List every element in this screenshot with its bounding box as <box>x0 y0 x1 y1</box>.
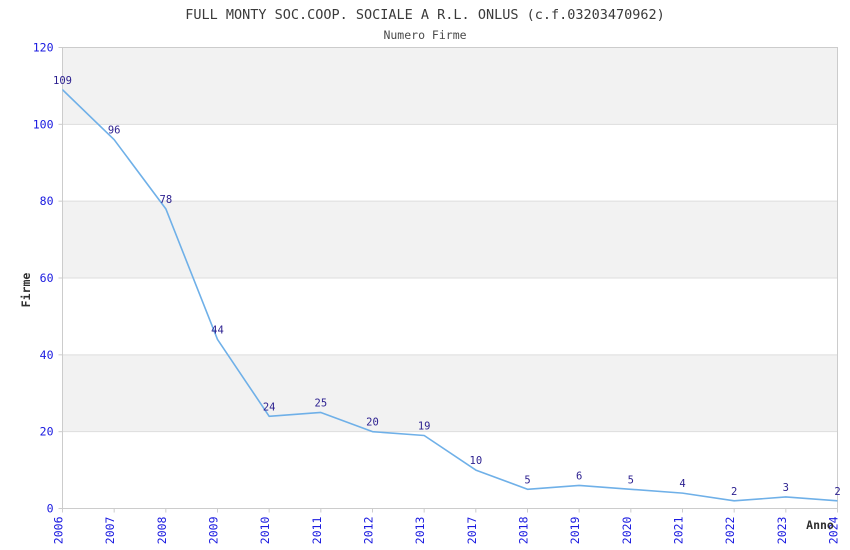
x-axis-tick-label: 2017 <box>465 516 479 544</box>
x-axis-tick-label: 2018 <box>517 516 531 544</box>
x-axis-tick-label: 2011 <box>310 516 324 544</box>
x-axis-ticks: 2006 2007 2008 2009 2010 2011 2012 2013 2017 2018… <box>52 508 841 545</box>
data-point-label: 10 <box>470 455 483 467</box>
plot-band <box>62 354 838 432</box>
y-axis-tick-label: 0 <box>47 502 54 516</box>
data-point-label: 25 <box>315 397 328 409</box>
data-point-labels: 109 96 78 44 24 25 20 19 10 5 6 5 4 2 3 2 <box>53 75 841 498</box>
x-axis-tick-label: 2010 <box>258 516 272 544</box>
series-line-numero-firme <box>62 88 838 502</box>
chart-title: FULL MONTY SOC.COOP. SOCIALE A R.L. ONLU… <box>185 7 665 23</box>
data-point-label: 24 <box>263 401 276 413</box>
y-axis-tick-label: 120 <box>33 41 54 55</box>
data-point-label: 109 <box>53 75 72 87</box>
x-axis-tick-label: 2012 <box>362 517 376 545</box>
y-axis-tick-label: 20 <box>40 425 54 439</box>
plot-band <box>62 47 838 125</box>
x-axis-tick-label: 2023 <box>775 516 789 544</box>
data-point-label: 5 <box>628 474 634 486</box>
plot-bands <box>62 47 838 432</box>
x-axis-tick-label: 2020 <box>620 516 634 544</box>
x-axis-tick-label: 2006 <box>52 516 66 544</box>
data-point-label: 6 <box>576 470 582 482</box>
x-axis-tick-label: 2013 <box>413 516 427 544</box>
x-axis-tick-label: 2024 <box>827 516 841 544</box>
x-axis-tick-label: 2021 <box>672 516 686 544</box>
x-axis-tick-label: 2022 <box>723 517 737 545</box>
data-point-label: 20 <box>366 417 379 429</box>
data-point-label: 3 <box>783 482 789 494</box>
data-point-label: 19 <box>418 421 431 433</box>
data-point-label: 78 <box>160 194 173 206</box>
y-axis-title: Firme <box>19 273 33 308</box>
data-point-label: 2 <box>731 486 737 498</box>
data-point-label: 96 <box>108 125 121 137</box>
data-point-label: 2 <box>834 486 840 498</box>
x-axis-tick-label: 2007 <box>103 516 117 544</box>
data-point-label: 44 <box>211 324 224 336</box>
x-axis-title: Anno <box>806 518 834 532</box>
data-point-label: 4 <box>679 478 685 490</box>
y-axis-tick-label: 80 <box>40 194 54 208</box>
y-axis-tick-label: 60 <box>40 271 54 285</box>
data-point-label: 5 <box>524 474 530 486</box>
y-axis-tick-label: 40 <box>40 348 54 362</box>
chart-subtitle: Numero Firme <box>383 28 466 42</box>
y-axis-ticks: 0 20 40 60 80 100 120 <box>33 41 63 516</box>
plot-band <box>62 201 838 278</box>
x-axis-tick-label: 2009 <box>207 516 221 544</box>
y-axis-tick-label: 100 <box>33 117 54 131</box>
x-axis-tick-label: 2008 <box>155 516 169 544</box>
x-axis-tick-label: 2019 <box>568 516 582 544</box>
